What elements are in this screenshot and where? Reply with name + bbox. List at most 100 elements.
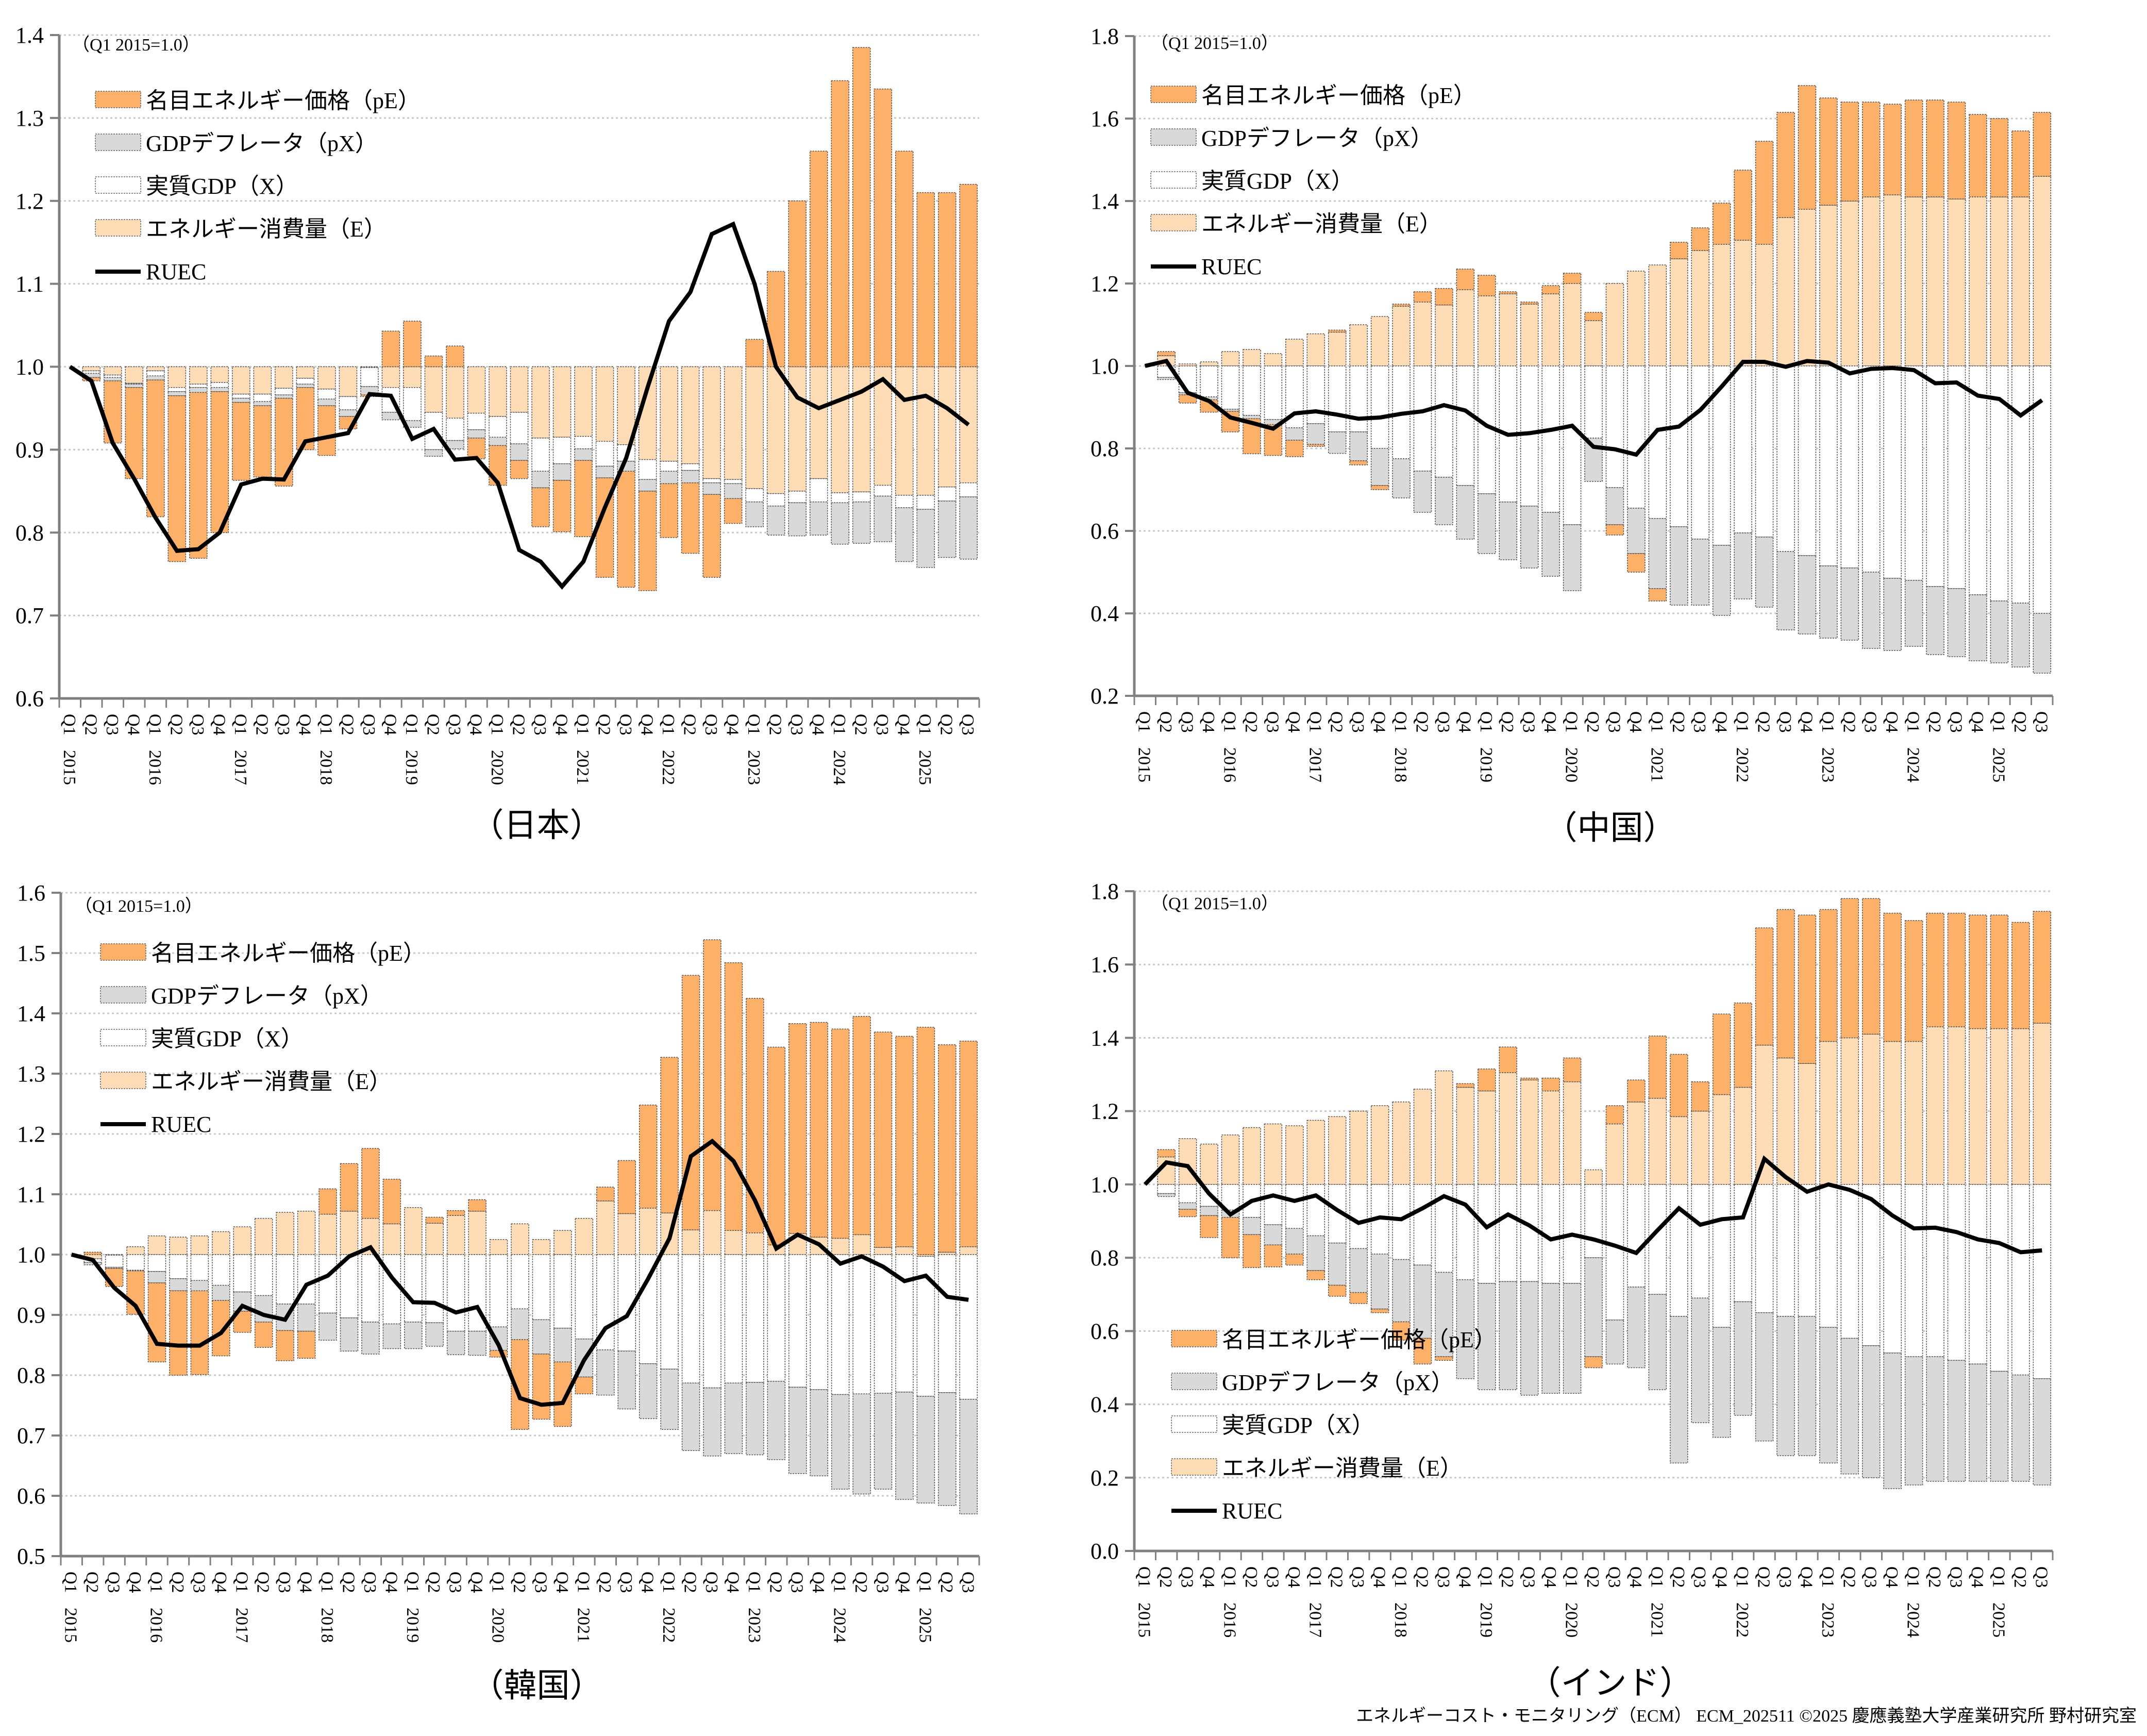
bar-segment-pX: [1157, 377, 1176, 380]
bar-segment-pE: [1584, 312, 1603, 321]
bar-segment-X: [1648, 365, 1667, 519]
bar-segment-pX: [1798, 1316, 1817, 1456]
bar-segment-X: [1349, 1184, 1368, 1249]
y-tick-label: 0.8: [1091, 436, 1119, 461]
bar-segment-X: [360, 367, 379, 387]
x-quarter-label: Q1: [573, 714, 592, 736]
bar-segment-X: [959, 1254, 978, 1400]
bar-segment-X: [2033, 1184, 2052, 1379]
bar-segment-X: [146, 370, 165, 376]
bar-segment-X: [766, 493, 785, 507]
x-quarter-label: Q2: [338, 714, 357, 736]
bar-segment-pX: [703, 1387, 722, 1457]
bar-segment-pE: [424, 355, 443, 368]
x-quarter-label: Q1: [915, 1572, 934, 1593]
bar-segment-E: [104, 366, 122, 376]
x-quarter-label: Q2: [1498, 1566, 1517, 1588]
bar-segment-X: [1520, 1184, 1539, 1282]
bar-segment-pE: [1328, 1284, 1347, 1297]
x-quarter-label: Q2: [1156, 1566, 1175, 1588]
bar-segment-X: [1926, 365, 1944, 587]
bar-segment-E: [212, 1231, 230, 1255]
bar-segment-X: [1926, 1184, 1944, 1357]
legend-swatch-pX: [95, 133, 141, 151]
bar-segment-X: [1883, 365, 1902, 579]
grid-lines: 0.6 0.7 0.8 0.9 1.0 1.1 1.2 1.3 1.4: [15, 23, 979, 711]
x-quarter-label: Q4: [125, 1572, 144, 1593]
x-quarter-label: Q3: [702, 1572, 721, 1593]
bar-segment-E: [2011, 1028, 2030, 1185]
x-year-label: 2023: [1818, 747, 1837, 782]
x-year-label: 2022: [659, 750, 678, 785]
x-quarter-label: Q3: [616, 1572, 635, 1593]
x-quarter-label: Q4: [1712, 1566, 1731, 1588]
bar-segment-pE: [1990, 914, 2009, 1029]
bar-segment-pE: [810, 1022, 828, 1238]
bar-segment-pE: [232, 402, 250, 481]
x-quarter-label: Q4: [1712, 711, 1731, 733]
bar-segment-X: [1947, 1184, 1966, 1361]
bar-segment-pE: [253, 405, 272, 478]
x-year-label: 2019: [1477, 1603, 1496, 1638]
bar-segment-pE: [1392, 1321, 1411, 1341]
bar-segment-E: [125, 366, 144, 384]
bar-segment-E: [1456, 289, 1475, 366]
bar-segment-pX: [1349, 431, 1368, 461]
bar-segment-pE: [1285, 440, 1304, 457]
x-quarter-label: Q1: [915, 714, 934, 736]
x-quarter-label: Q3: [1178, 1566, 1197, 1588]
bar-segment-pE: [1712, 203, 1731, 245]
bar-segment-X: [1435, 365, 1453, 478]
bar-segment-X: [1840, 1184, 1859, 1339]
bar-segment-E: [1264, 353, 1283, 366]
bar-segment-E: [1349, 1110, 1368, 1185]
bar-segment-E: [1605, 1123, 1624, 1185]
bar-segment-pX: [1499, 1281, 1517, 1390]
bar-segment-pE: [1648, 1036, 1667, 1099]
bar-segment-X: [296, 378, 315, 385]
bar-segment-E: [1990, 196, 2009, 366]
bar-segment-X: [575, 1254, 594, 1340]
bar-segment-pX: [381, 412, 400, 421]
legend-swatch-pE: [100, 943, 146, 961]
x-quarter-label: Q4: [809, 1572, 828, 1593]
x-quarter-label: Q2: [1839, 1566, 1858, 1588]
x-quarter-label: Q2: [1583, 711, 1602, 733]
bar-segment-pX: [1904, 1356, 1923, 1485]
x-quarter-label: Q3: [1434, 711, 1453, 733]
legend-swatch-E: [1171, 1458, 1217, 1476]
bar-segment-pX: [852, 501, 871, 544]
x-quarter-label: Q4: [552, 1572, 572, 1593]
bar-segment-X: [809, 478, 828, 503]
bar-segment-E: [403, 366, 422, 388]
x-quarter-label: Q4: [1284, 1566, 1303, 1588]
x-year-label: 2015: [1135, 1603, 1154, 1638]
bar-segment-pE: [1456, 1083, 1475, 1088]
y-tick-label: 1.6: [1091, 952, 1119, 977]
bar-segment-pX: [681, 1382, 700, 1451]
bar-segment-X: [553, 1254, 572, 1329]
y-tick-label: 0.8: [15, 520, 44, 545]
bar-segment-X: [1969, 1184, 1987, 1365]
bar-segment-pE: [489, 445, 507, 486]
bar-segment-pX: [1243, 1217, 1261, 1236]
bar-segment-pE: [745, 339, 764, 368]
bar-segment-E: [381, 366, 400, 388]
x-year-label: 2023: [744, 750, 763, 785]
bar-segment-pE: [895, 151, 914, 368]
bar-segment-pX: [1840, 1338, 1859, 1475]
bar-segment-X: [1178, 1184, 1197, 1204]
bar-segment-pX: [190, 1280, 209, 1291]
legend-label-RUEC: RUEC: [1201, 254, 1262, 279]
bar-segment-pX: [1712, 545, 1731, 616]
bar-segment-E: [1627, 1101, 1646, 1185]
x-quarter-label: Q2: [1669, 711, 1688, 733]
bar-segment-X: [660, 461, 678, 472]
bar-segment-E: [1328, 331, 1347, 366]
bar-segment-pE: [1563, 273, 1582, 284]
bar-segment-E: [681, 366, 700, 464]
x-axis-labels: Q1 Q2 Q3 Q4 Q1 Q2 Q3 Q4 Q1 Q2 Q3 Q4 Q1 Q2 Q3 Q4 Q1 Q2 Q3 Q4…: [1133, 696, 2054, 782]
bar-segment-E: [1862, 1033, 1881, 1185]
bar-segment-pX: [809, 501, 828, 536]
bar-segment-X: [874, 485, 892, 497]
